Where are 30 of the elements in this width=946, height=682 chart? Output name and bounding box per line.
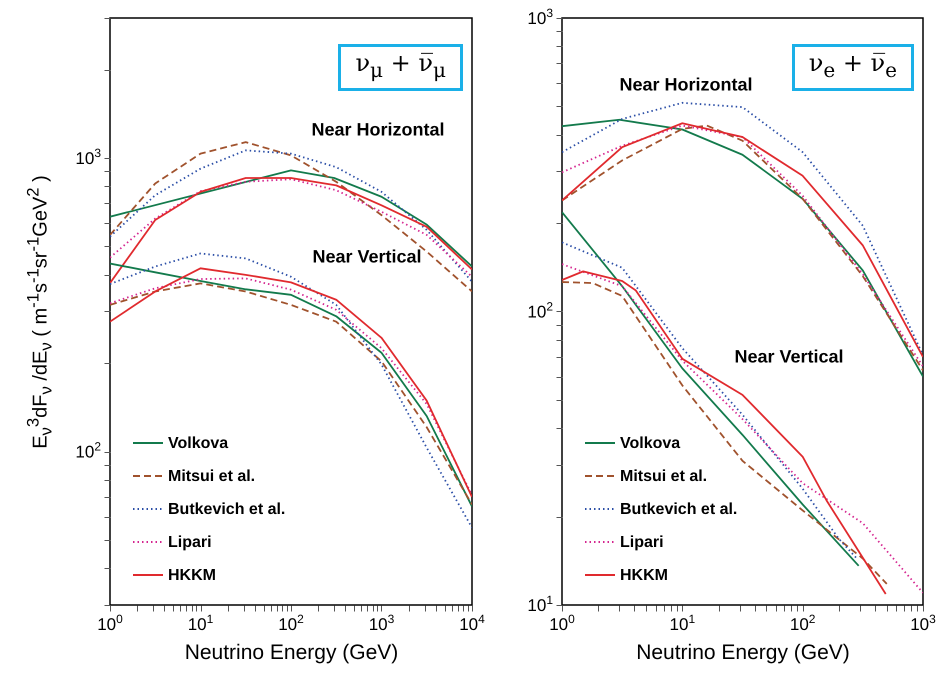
framed-label: ν$_{μ}$ + ν̅$_{μ}$ bbox=[338, 44, 463, 91]
x-tick-label: 10$^{2}$ bbox=[278, 612, 304, 634]
x-tick-label: 10$^{4}$ bbox=[459, 612, 486, 634]
y-tick-label: 10$^{2}$ bbox=[527, 300, 554, 322]
legend-label: Mitsui et al. bbox=[620, 468, 708, 485]
x-axis-title: Neutrino Energy (GeV) bbox=[184, 641, 398, 664]
legend-label: Volkova bbox=[168, 435, 228, 452]
x-tick-label: 10$^{2}$ bbox=[790, 612, 816, 634]
legend-label: Lipari bbox=[168, 534, 212, 551]
x-tick-label: 10$^{1}$ bbox=[188, 612, 214, 634]
legend-label: Butkevich et al. bbox=[168, 501, 286, 518]
x-tick-label: 10$^{0}$ bbox=[97, 612, 124, 634]
annotation: Near Horizontal bbox=[619, 74, 753, 96]
annotation: Near Vertical bbox=[312, 246, 422, 268]
legend-label: HKKM bbox=[620, 567, 668, 584]
x-axis-title: Neutrino Energy (GeV) bbox=[636, 641, 850, 664]
x-tick-label: 10$^{3}$ bbox=[910, 612, 936, 634]
legend-label: Butkevich et al. bbox=[620, 501, 738, 518]
legend-label: Mitsui et al. bbox=[168, 468, 256, 485]
annotation: Near Horizontal bbox=[311, 120, 445, 140]
legend-label: HKKM bbox=[168, 567, 216, 584]
y-tick-label: 10$^{3}$ bbox=[527, 6, 554, 28]
y-tick-label: 10$^{1}$ bbox=[527, 593, 554, 615]
x-tick-label: 10$^{1}$ bbox=[670, 612, 696, 634]
x-tick-label: 10$^{0}$ bbox=[549, 612, 576, 634]
legend-label: Volkova bbox=[620, 435, 680, 452]
legend-label: Lipari bbox=[620, 534, 664, 551]
annotation: Near Vertical bbox=[734, 346, 844, 368]
framed-label: ν$_{e}$ + ν̅$_{e}$ bbox=[792, 44, 914, 91]
x-tick-label: 10$^{3}$ bbox=[368, 612, 395, 634]
